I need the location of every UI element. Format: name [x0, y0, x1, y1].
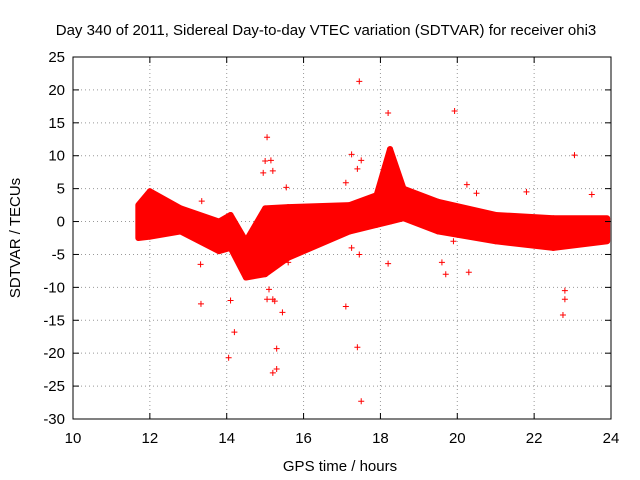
data-point: [279, 309, 286, 316]
data-point: [358, 398, 365, 405]
data-point: [523, 188, 530, 195]
data-point: [198, 198, 205, 205]
data-point: [264, 296, 271, 303]
y-tick-label: 25: [48, 49, 65, 66]
data-point: [273, 345, 280, 352]
y-tick-label: -30: [43, 411, 65, 428]
data-band: [146, 188, 184, 240]
data-point: [385, 109, 392, 116]
y-tick-label: 10: [48, 148, 65, 165]
data-point: [561, 287, 568, 294]
data-point: [271, 298, 278, 305]
data-point: [356, 78, 363, 85]
data-point: [465, 269, 472, 276]
y-tick-label: -20: [43, 345, 65, 362]
data-band: [262, 204, 292, 278]
data-point: [473, 190, 480, 197]
data-band: [435, 198, 499, 245]
data-point: [285, 259, 292, 266]
data-point: [438, 259, 445, 266]
data-point: [260, 169, 267, 176]
data-band: [550, 215, 611, 251]
data-point: [348, 151, 355, 158]
data-point: [283, 184, 290, 191]
data-point: [356, 251, 363, 258]
data-band: [177, 205, 223, 255]
ticks: [72, 56, 612, 420]
x-tick-label: 12: [142, 430, 159, 447]
data-point: [264, 134, 271, 141]
data-point: [450, 238, 457, 245]
x-axis-label: GPS time / hours: [283, 458, 397, 475]
data-point: [267, 157, 274, 164]
x-tick-label: 22: [526, 430, 543, 447]
series-sdtvar: [135, 78, 611, 405]
data-band: [285, 202, 353, 261]
data-point: [321, 231, 328, 238]
data-band: [492, 211, 557, 251]
x-tick-labels: 10 12 14 16 18 20 22 24: [65, 430, 620, 447]
data-point: [451, 107, 458, 114]
data-point: [227, 297, 234, 304]
data-point: [342, 303, 349, 310]
data-point: [561, 296, 568, 303]
data-point: [354, 165, 361, 172]
x-tick-label: 16: [295, 430, 312, 447]
data-point: [442, 271, 449, 278]
data-point: [571, 241, 578, 248]
data-point: [225, 354, 232, 361]
data-point: [463, 181, 470, 188]
data-band: [400, 185, 442, 235]
data-point: [231, 329, 238, 336]
chart-title: Day 340 of 2011, Sidereal Day-to-day VTE…: [56, 22, 597, 39]
data-point: [269, 167, 276, 174]
data-point: [385, 260, 392, 267]
data-point: [197, 261, 204, 268]
data-point: [273, 365, 280, 372]
plot-frame: [72, 56, 612, 420]
x-tick-label: 18: [372, 430, 389, 447]
x-tick-label: 20: [449, 430, 466, 447]
data-point: [262, 157, 269, 164]
data-point: [588, 191, 595, 198]
y-tick-label: 0: [57, 214, 65, 231]
y-tick-labels: -30 -25 -20 -15 -10 -5 0 5 10 15 20 25: [43, 49, 65, 428]
data-point: [571, 152, 578, 159]
data-band: [346, 192, 380, 235]
y-tick-label: -25: [43, 378, 65, 395]
data-point: [197, 300, 204, 307]
x-tick-label: 14: [218, 430, 235, 447]
data-point: [265, 286, 272, 293]
x-tick-label: 24: [603, 430, 620, 447]
y-tick-label: -5: [52, 246, 65, 263]
data-point: [269, 369, 276, 376]
data-point: [354, 344, 361, 351]
data-layer: [135, 78, 611, 405]
y-axis-label: SDTVAR / TECUs: [7, 178, 24, 298]
data-point: [358, 157, 365, 164]
y-tick-label: -15: [43, 312, 65, 329]
y-tick-label: -10: [43, 279, 65, 296]
data-point: [342, 179, 349, 186]
y-tick-label: 15: [48, 115, 65, 132]
x-tick-label: 10: [65, 430, 82, 447]
y-tick-label: 5: [57, 181, 65, 198]
data-point: [559, 312, 566, 319]
data-point: [348, 244, 355, 251]
y-tick-label: 20: [48, 82, 65, 99]
